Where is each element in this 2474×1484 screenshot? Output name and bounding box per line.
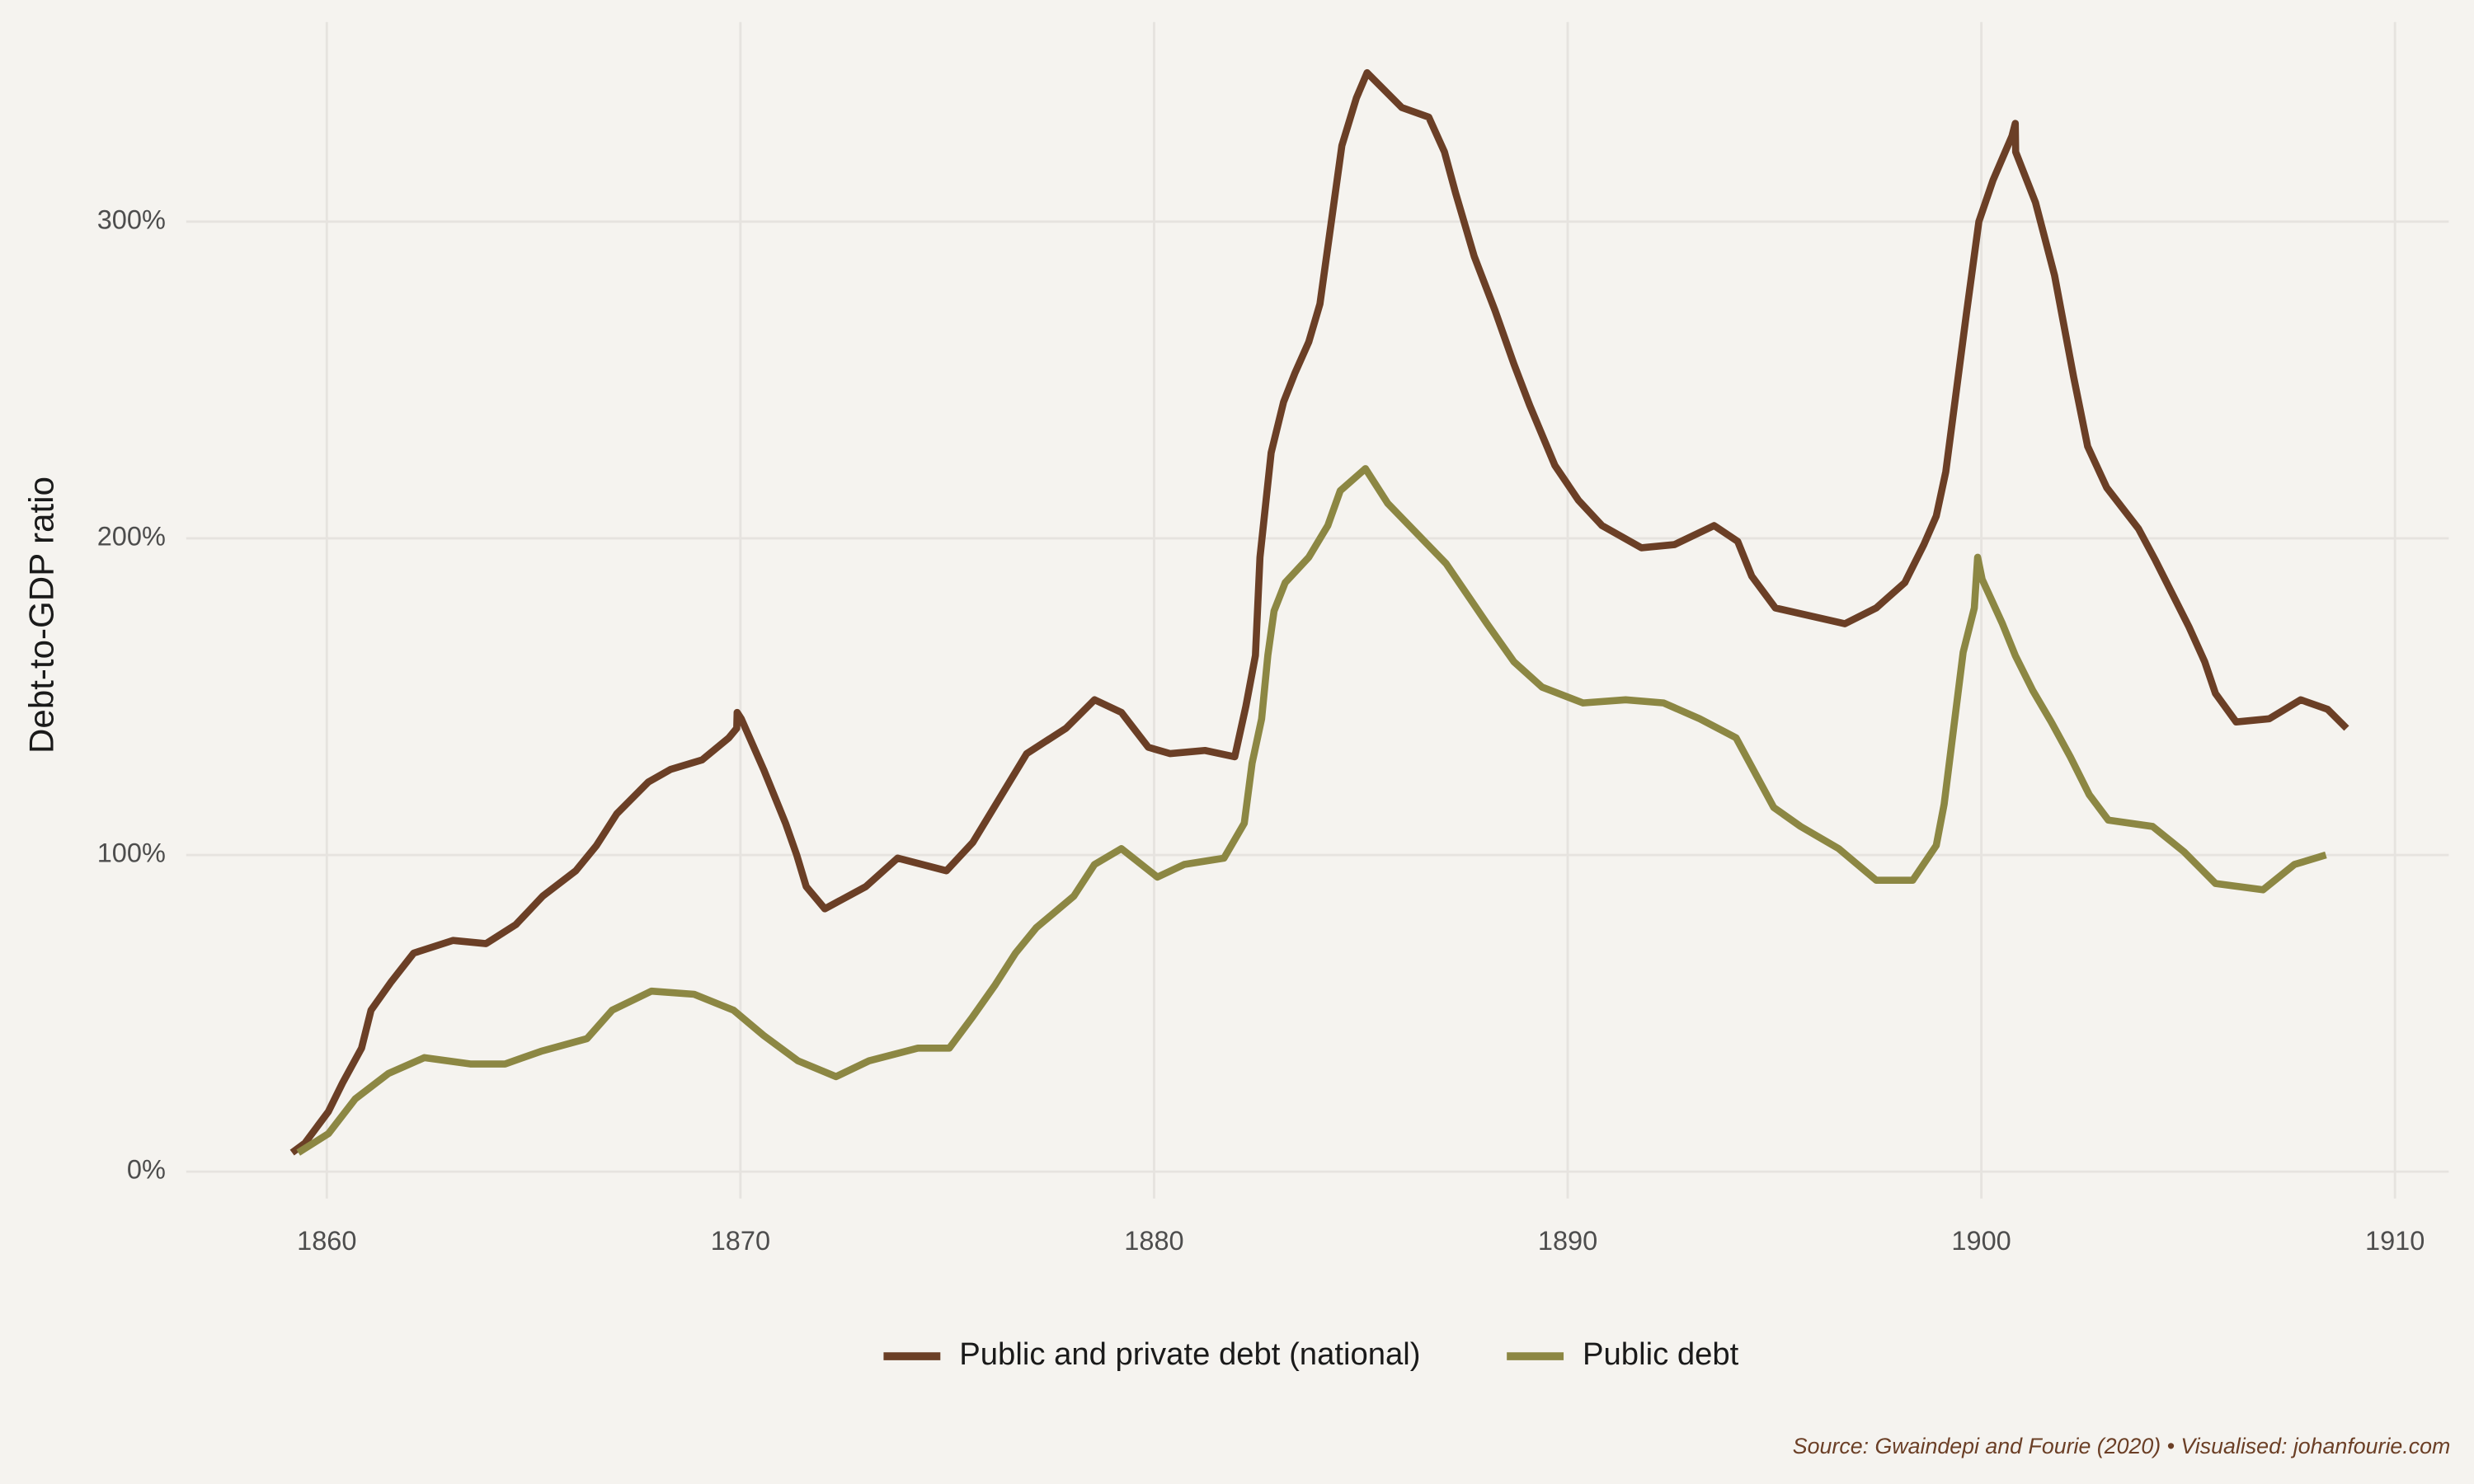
y-tick-label: 200% (97, 521, 166, 551)
caption: Source: Gwaindepi and Fourie (2020) • Vi… (1793, 1434, 2451, 1458)
x-tick-label: 1880 (1124, 1226, 1183, 1256)
x-tick-label: 1910 (2365, 1226, 2425, 1256)
series-line (289, 68, 2349, 1156)
y-tick-label: 0% (127, 1155, 166, 1185)
x-tick-label: 1890 (1538, 1226, 1597, 1256)
x-tick-label: 1900 (1951, 1226, 2011, 1256)
y-axis-label: Debt-to-GDP ratio (22, 477, 61, 754)
y-tick-label: 300% (97, 204, 166, 234)
x-tick-label: 1860 (297, 1226, 356, 1256)
x-tick-label: 1870 (711, 1226, 770, 1256)
y-tick-label: 100% (97, 838, 166, 868)
legend-label: Public debt (1583, 1336, 1739, 1372)
legend-label: Public and private debt (national) (959, 1336, 1420, 1372)
series-line (296, 465, 2327, 1156)
